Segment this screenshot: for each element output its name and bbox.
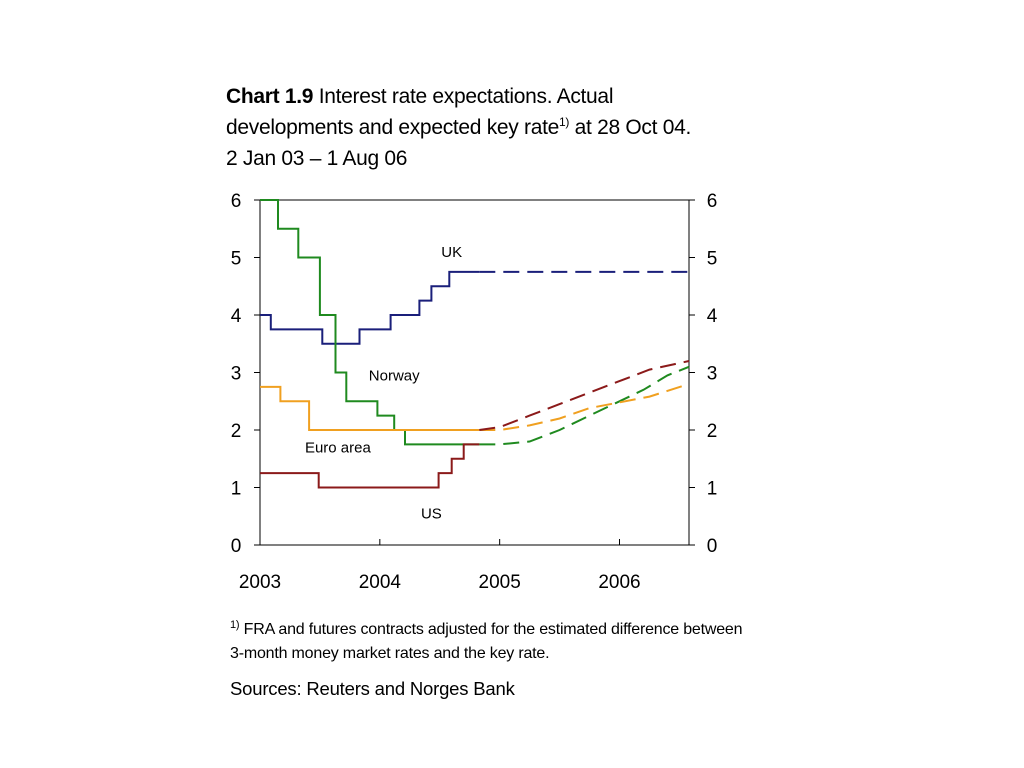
series-label-uk: UK [441,244,462,261]
y-tick-label-right: 3 [707,364,718,385]
series-label-euro-area: Euro area [305,439,372,456]
footnote-text: FRA and futures contracts adjusted for t… [230,621,743,662]
y-tick-label-left: 2 [231,421,242,442]
y-tick-label-left: 3 [231,364,242,385]
chart-number: Chart 1.9 [226,85,314,108]
series-norway-actual-line [260,199,480,446]
title-text-2a: developments and expected key rate [226,116,560,139]
y-tick-label-right: 4 [707,306,718,327]
x-tick-label: 2006 [598,572,640,593]
series-euro-area-actual-line [260,385,480,431]
y-tick-label-left: 1 [231,479,242,500]
y-tick-label-right: 5 [707,249,718,270]
y-tick-label-right: 2 [707,421,718,442]
y-tick-label-right: 1 [707,479,718,500]
title-text-1: Interest rate expectations. Actual [313,85,614,108]
series-uk-actual-line [260,270,480,345]
y-tick-label-left: 0 [231,536,242,557]
title-text-2b: at 28 Oct 04. [569,116,692,139]
y-tick-label-left: 5 [231,249,242,270]
series-label-norway: Norway [369,367,420,384]
series-us-actual-line [260,443,480,489]
plot-area [259,199,690,546]
series-norway-expected-line [479,365,690,446]
title-line-2: developments and expected key rate1) at … [226,112,746,143]
title-footnote-marker: 1) [559,115,570,129]
footnote: 1) FRA and futures contracts adjusted fo… [230,618,750,666]
sources: Sources: Reuters and Norges Bank [230,678,515,699]
footnote-marker: 1) [230,619,240,631]
series-us-expected-line [479,360,690,431]
title-line-1: Chart 1.9 Interest rate expectations. Ac… [226,81,746,112]
x-tick-label: 2005 [479,572,521,593]
chart-title: Chart 1.9 Interest rate expectations. Ac… [226,81,746,174]
y-tick-label-right: 6 [707,191,718,212]
title-line-3: 2 Jan 03 – 1 Aug 06 [226,147,408,170]
x-tick-label: 2003 [239,572,281,593]
y-tick-label-left: 4 [231,306,242,327]
series-label-us: US [421,505,442,522]
y-tick-label-left: 6 [231,191,242,212]
y-tick-label-right: 0 [707,536,718,557]
series-euro-area-expected-line [479,383,690,431]
x-tick-label: 2004 [359,572,402,593]
chart-svg: 0 0 1 1 2 2 3 3 4 4 5 5 6 6 2003 2004 2005 2006 UK Norway Eu… [231,191,718,593]
